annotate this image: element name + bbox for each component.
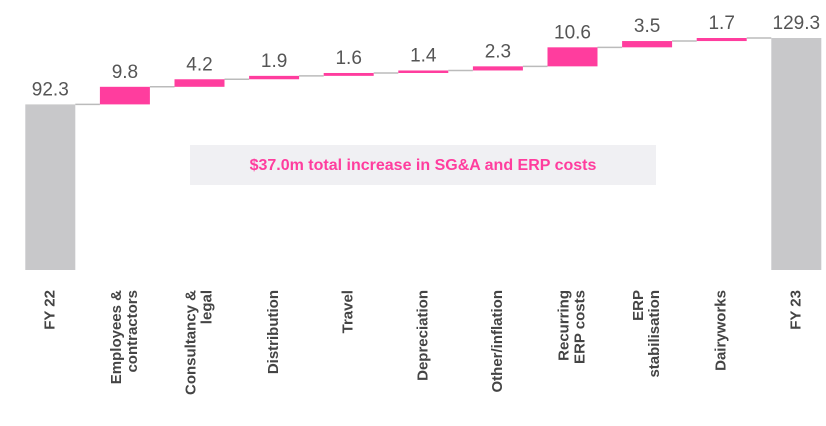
- value-label: 1.9: [261, 51, 287, 72]
- x-tick-label: FY 22: [41, 290, 58, 330]
- x-tick-label: Distribution: [265, 290, 282, 374]
- bar: [25, 104, 76, 270]
- x-tick-label: contractors: [124, 290, 141, 373]
- x-tick-label: Travel: [340, 290, 357, 333]
- value-label: 1.4: [410, 45, 437, 66]
- value-label: 2.3: [485, 41, 511, 62]
- value-label: 129.3: [773, 13, 821, 34]
- annotation-box: [190, 145, 656, 185]
- value-label: 1.7: [708, 13, 734, 34]
- x-tick-label: Dairyworks: [713, 290, 730, 371]
- bar: [696, 38, 747, 42]
- bar: [174, 79, 225, 87]
- bar: [249, 75, 300, 80]
- value-label: 4.2: [186, 54, 212, 75]
- value-label: 1.6: [335, 48, 361, 69]
- x-tick-label: Other/inflation: [489, 290, 506, 393]
- x-tick-label: ERP: [630, 290, 647, 321]
- value-label: 92.3: [32, 79, 69, 100]
- bar: [472, 66, 523, 71]
- bar: [323, 72, 374, 76]
- x-tick-label: Employees &: [108, 290, 125, 384]
- bar: [771, 38, 822, 270]
- value-label: 3.5: [634, 16, 660, 37]
- bar: [99, 86, 150, 105]
- x-tick-label: ERP costs: [571, 290, 588, 364]
- bar: [547, 47, 598, 67]
- x-tick-label: Consultancy &: [182, 290, 199, 395]
- value-label: 9.8: [112, 62, 138, 83]
- x-tick-label: stabilisation: [646, 290, 663, 378]
- x-tick-label: FY 23: [787, 290, 804, 330]
- x-tick-label: legal: [198, 290, 215, 324]
- bar: [622, 41, 673, 48]
- bar: [398, 70, 449, 73]
- x-tick-label: Recurring: [555, 290, 572, 361]
- value-label: 10.6: [554, 22, 591, 43]
- x-tick-label: Depreciation: [414, 290, 431, 381]
- annotation: $37.0m total increase in SG&A and ERP co…: [250, 157, 597, 174]
